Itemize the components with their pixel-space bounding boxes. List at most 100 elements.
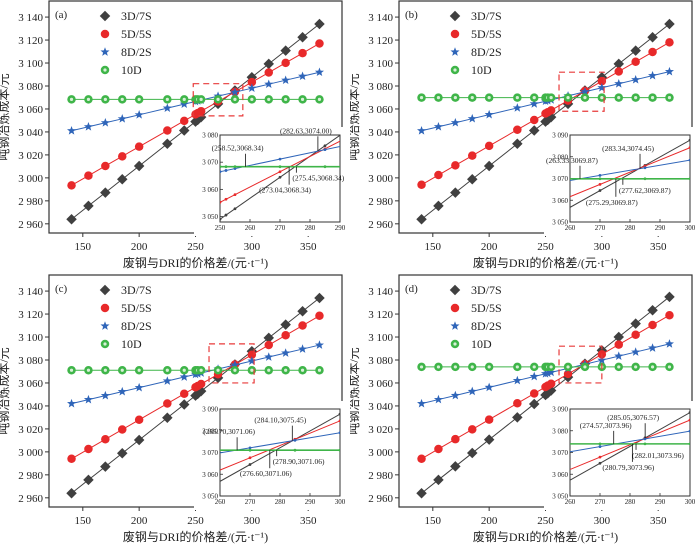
data-point [163,126,172,135]
data-point [101,435,110,444]
inset-data-point [598,442,602,446]
x-tick-label: 250 [537,515,554,527]
inset-chart: 3 050 3 060 3 070 3 080 250 260 270 280 290 (282.… [194,126,346,236]
inset-series-line [570,411,690,481]
legend-label: 10D [121,337,142,351]
data-point [614,67,623,76]
legend-label: 3D/7S [121,9,152,23]
inset-data-point [323,144,327,148]
inset-x-tick-label: 270 [245,498,256,506]
data-point [433,394,443,404]
inset-data-point [643,177,647,181]
y-tick-label: 3 120 [18,35,43,47]
inset-annotation: (273.04,3068.34) [259,186,311,195]
inset-y-tick-label: 3 080 [202,132,218,140]
legend-label: 5D/5S [471,301,502,315]
inset-chart: 3 050 3 060 3 070 3 080 3 090 260 270 280 290 300… [544,401,696,510]
y-tick-label: 2 980 [18,196,43,208]
inset-x-tick-label: 290 [305,498,316,506]
legend-label: 8D/2S [121,319,152,333]
data-point [179,389,189,399]
data-point [162,412,173,424]
panel-d: 2 960 2 980 3 000 3 020 3 040 3 060 3 080 3 100… [350,274,700,547]
x-tick-label: 150 [425,241,442,253]
data-point [134,382,144,392]
data-point [67,398,77,408]
data-point [546,367,556,377]
y-tick-label: 3 140 [18,12,43,24]
data-point [513,362,522,372]
y-tick-label: 2 980 [368,470,393,482]
series-10d [417,362,674,372]
data-point [647,304,658,316]
inset-data-point [323,165,327,169]
data-point [613,331,624,343]
data-point [67,366,76,375]
y-tick-label: 3 080 [368,81,393,93]
y-axis-label: 吨钢冶炼成本/元 [350,347,361,434]
data-point [450,117,460,127]
data-point [434,170,443,180]
panel-label: (a) [55,9,68,21]
inset-series [570,411,690,481]
inset-data-point [278,157,282,161]
legend: 3D/7S 5D/5S 8D/2S 10D [449,283,502,351]
data-point [263,332,274,344]
inset-data-point [598,461,602,465]
legend-label: 8D/2S [121,45,152,59]
inset-annotation: (280.79,3073.96) [602,463,654,472]
data-point [451,93,460,102]
inset-x-tick-label: 260 [215,498,226,506]
data-point [117,448,128,459]
legend-marker [100,321,110,330]
x-tick-label: 350 [650,241,667,253]
inset-y-tick-label: 3 060 [552,197,568,205]
data-point [529,93,539,102]
data-point [648,70,658,80]
data-point [597,355,607,365]
inset-y-tick-label: 3 050 [202,493,218,501]
legend-marker [450,29,460,39]
inset-series-line [220,413,340,482]
data-point [631,57,640,67]
data-point [664,291,675,303]
data-point [162,103,172,112]
inset-chart: 3 050 3 060 3 070 3 080 3 090 260 270 280 290 300… [544,127,696,236]
y-tick-label: 2 980 [18,470,43,482]
data-point [580,87,590,96]
inset-data-point [278,170,282,174]
data-point [101,95,110,104]
x-tick-label: 350 [300,241,317,253]
inset-data-point [688,158,690,162]
data-point [631,362,640,372]
data-point [468,425,477,434]
inset-x-tick-label: 290 [655,498,666,506]
legend-item: 5D/5S [450,27,502,41]
data-point [230,87,240,97]
inset-data-point [598,445,602,448]
legend: 3D/7S 5D/5S 8D/2S 10D [99,283,152,351]
data-point [118,95,127,104]
y-tick-label: 3 120 [368,309,393,321]
legend-item: 10D [450,337,492,351]
data-point [314,67,324,77]
data-point [247,95,257,104]
inset-data-point [598,189,602,192]
data-point [664,18,675,30]
inset-annotation: (278.90,3071.06) [273,457,325,466]
inset-x-tick-label: 280 [625,224,636,232]
inset-series-line [220,420,340,471]
data-point [134,415,144,425]
x-tick-label: 300 [244,241,261,253]
data-point [297,32,308,43]
data-point [84,171,93,180]
legend-label: 10D [121,63,142,77]
y-tick-label: 3 040 [368,127,393,139]
inset-x-tick-label: 280 [275,498,286,506]
legend-marker [100,29,110,39]
inset-y-tick-label: 3 060 [202,471,218,479]
x-axis-label: 废钢与DRI的价格差/(元·t⁻¹) [123,529,268,544]
data-point [298,344,308,353]
data-point [297,306,308,317]
legend: 3D/7S 5D/5S 8D/2S 10D [99,9,152,77]
